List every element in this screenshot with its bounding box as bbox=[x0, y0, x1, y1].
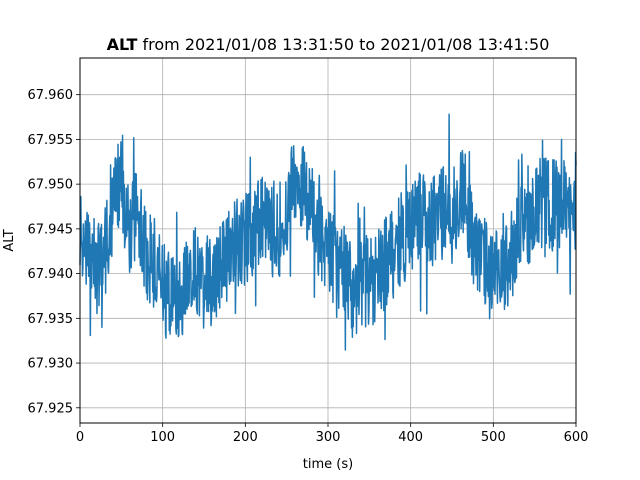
y-tick-label: 67.960 bbox=[28, 88, 74, 103]
y-tick-label: 67.940 bbox=[28, 267, 74, 282]
x-tick-label: 500 bbox=[481, 430, 506, 445]
x-tick-label: 200 bbox=[233, 430, 258, 445]
x-axis-label: time (s) bbox=[303, 457, 353, 472]
x-tick-label: 0 bbox=[76, 430, 84, 445]
x-axis: 0 100 200 300 400 500 600 bbox=[76, 423, 589, 445]
y-axis: 67.925 67.930 67.935 67.940 67.945 67.950 67.9… bbox=[28, 88, 80, 416]
x-tick-label: 600 bbox=[564, 430, 589, 445]
y-tick-label: 67.945 bbox=[28, 222, 74, 237]
plot-area bbox=[79, 113, 577, 351]
series-line bbox=[79, 113, 577, 351]
x-tick-label: 400 bbox=[398, 430, 423, 445]
chart-title-bold: ALT bbox=[107, 35, 138, 54]
y-tick-label: 67.950 bbox=[28, 178, 74, 193]
y-tick-label: 67.955 bbox=[28, 133, 74, 148]
x-tick-label: 100 bbox=[150, 430, 175, 445]
y-tick-label: 67.925 bbox=[28, 401, 74, 416]
chart-title-rest: from 2021/01/08 13:31:50 to 2021/01/08 1… bbox=[137, 35, 549, 54]
x-tick-label: 300 bbox=[316, 430, 341, 445]
y-axis-label: ALT bbox=[2, 229, 17, 251]
y-tick-label: 67.935 bbox=[28, 312, 74, 327]
y-tick-label: 67.930 bbox=[28, 357, 74, 372]
chart-title: ALT from 2021/01/08 13:31:50 to 2021/01/… bbox=[107, 35, 550, 54]
